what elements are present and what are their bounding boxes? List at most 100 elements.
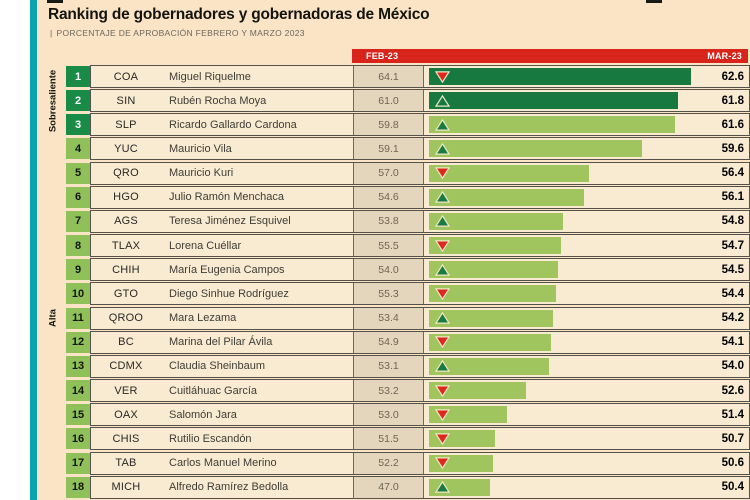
bar-zone: 52.6 [424,380,749,401]
approval-bar [429,164,589,182]
state-code: SIN [116,94,136,107]
governor-name: Lorena Cuéllar [169,239,242,252]
table-row: 16 CHIS Rutilio Escandón 51.5 50.7 [0,427,750,451]
trend-down-icon [435,70,450,83]
state-code: QRO [113,167,139,180]
mar-value: 50.6 [721,457,744,469]
bar-zone: 61.8 [424,90,749,111]
state-code: BC [118,336,134,349]
mar-value: 52.6 [721,384,744,397]
bar-zone: 54.4 [424,283,749,304]
row-band: CHIH María Eugenia Campos 54.0 54.5 [90,258,750,282]
row-band: AGS Teresa Jiménez Esquivel 53.8 54.8 [90,209,750,233]
state-code: CHIS [112,432,140,445]
feb-value: 54.6 [353,186,424,208]
row-band: TLAX Lorena Cuéllar 55.5 54.7 [90,234,750,258]
bar-zone: 50.4 [424,477,749,498]
state-code: CDMX [109,360,143,373]
bar-zone: 56.1 [424,187,749,208]
approval-bar [429,406,507,424]
state-code: MICH [111,481,141,494]
table-row: 2 SIN Rubén Rocha Moya 61.0 61.8 [0,89,750,113]
state-code: QROO [108,312,144,325]
bar-zone: 54.1 [424,332,749,353]
approval-bar [429,382,527,400]
feb-value: 54.9 [353,331,424,353]
mar-value: 54.0 [721,360,744,373]
feb-value: 64.1 [353,66,424,87]
governor-name: Salomón Jara [169,408,237,421]
bar-zone: 54.5 [424,259,749,280]
state-code: SLP [115,118,137,131]
table-row: 3 SLP Ricardo Gallardo Cardona 59.8 61.6 [0,113,750,137]
table-row: 11 QROO Mara Lezama 53.4 54.2 [0,306,750,331]
feb-value: 53.0 [353,404,424,426]
approval-bar [429,140,642,158]
table-row: 13 CDMX Claudia Sheinbaum 53.1 54.0 [0,354,750,379]
bar-zone: 56.4 [424,163,749,184]
bar-zone: 51.4 [424,404,749,425]
trend-down-icon [435,384,450,397]
trend-up-icon [435,480,450,493]
approval-bar [429,68,692,85]
rank-badge: 9 [66,259,90,281]
row-band: COA Miguel Riquelme 64.1 62.6 [90,65,750,88]
rank-badge: 11 [66,307,90,329]
governor-name: Julio Ramón Menchaca [169,191,284,204]
state-code: TAB [115,457,137,469]
governor-name: Teresa Jiménez Esquivel [169,215,291,228]
state-code: CHIH [112,263,140,276]
trend-up-icon [435,360,450,373]
governor-name: Claudia Sheinbaum [169,360,266,373]
approval-bar [429,261,558,279]
rank-badge: 2 [66,90,90,112]
top-tick-left [47,0,63,3]
table-row: 5 QRO Mauricio Kuri 57.0 56.4 [0,161,750,186]
feb-value: 53.2 [353,380,424,402]
governor-name: Carlos Manuel Merino [169,457,277,469]
trend-up-icon [435,215,450,228]
governor-name: Ricardo Gallardo Cardona [169,118,297,131]
approval-bar [429,430,495,448]
approval-bar [429,285,556,303]
mar-value: 50.4 [721,481,744,494]
table-row: 7 AGS Teresa Jiménez Esquivel 53.8 54.8 [0,209,750,234]
approval-bar [429,237,561,255]
mar-value: 54.7 [721,239,744,252]
page-subtitle: | PORCENTAJE DE APROBACIÓN FEBRERO Y MARZ… [50,28,305,38]
bar-zone: 54.7 [424,235,749,256]
governor-name: Mauricio Kuri [169,167,234,180]
column-header-mar: MAR-23 [707,51,742,61]
row-band: HGO Julio Ramón Menchaca 54.6 56.1 [90,185,750,209]
row-band: CDMX Claudia Sheinbaum 53.1 54.0 [90,354,750,378]
governor-name: Rubén Rocha Moya [169,94,267,107]
state-code: COA [113,70,139,83]
teal-accent-bar [30,0,37,500]
trend-up-icon [435,118,450,131]
bar-zone: 54.8 [424,211,749,232]
mar-value: 61.6 [721,118,744,131]
feb-value: 53.1 [353,355,424,377]
table-row: 14 VER Cuitláhuac García 53.2 52.6 [0,379,750,403]
trend-down-icon [435,408,450,421]
rank-badge: 16 [66,428,90,450]
governor-name: Cuitláhuac García [169,384,258,397]
state-code: VER [114,384,138,397]
ranking-table-body: 1 COA Miguel Riquelme 64.1 62.6 2 SIN Rubén Roc… [0,65,750,500]
mar-value: 54.1 [721,336,744,349]
rank-badge: 4 [66,138,90,160]
feb-value: 53.8 [353,210,424,232]
mar-value: 54.2 [721,312,744,325]
governor-name: Diego Sinhue Rodríguez [169,287,289,300]
feb-value: 51.5 [353,428,424,450]
governor-name: Mara Lezama [169,312,237,325]
governor-name: Marina del Pilar Ávila [169,336,273,349]
rank-badge: 13 [66,355,90,377]
rank-badge: 6 [66,186,90,208]
state-code: GTO [113,287,139,300]
table-row: 18 MICH Alfredo Ramírez Bedolla 47.0 50.4 [0,475,750,500]
table-row: 6 HGO Julio Ramón Menchaca 54.6 56.1 [0,185,750,210]
mar-value: 54.4 [721,287,744,300]
feb-value: 55.5 [353,235,424,257]
bar-zone: 54.0 [424,356,749,377]
